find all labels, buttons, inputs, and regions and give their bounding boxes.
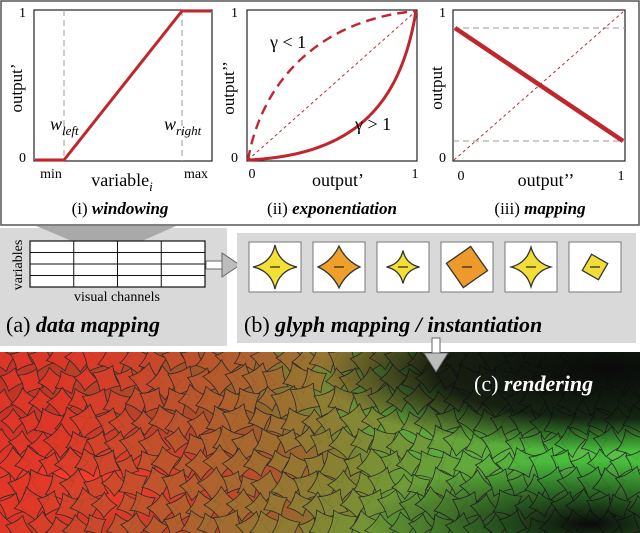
glyph-sample-3 — [376, 241, 430, 293]
rendering-caption: (c) rendering — [474, 371, 593, 396]
glyph-sample-6 — [568, 241, 622, 293]
glyph-sample-2 — [312, 241, 366, 293]
glyph-mapping-caption: (b) glyph mapping / instantiation — [244, 312, 542, 337]
rendering-panel: (c) rendering — [0, 352, 640, 533]
gamma-gt-label: γ > 1 — [354, 114, 391, 134]
gamma-lt-label: γ < 1 — [269, 32, 306, 52]
w-left-label: wleft — [50, 114, 79, 138]
data-mapping-panel: variables visual channels (a) data mappi… — [0, 226, 227, 346]
gamma-lt-1-curve — [246, 9, 417, 161]
w-right-label: wright — [164, 114, 202, 138]
glyph-row — [248, 241, 622, 293]
exponentiation-plot: 1 0 output’’ γ < 1 γ > 1 0 1 output’ (ii… — [219, 6, 419, 218]
glyph-sample-5 — [504, 241, 558, 293]
data-mapping-caption: (a) data mapping — [6, 312, 160, 337]
exponentiation-caption: (ii) exponentiation — [267, 199, 397, 218]
windowing-x-label: variablei — [91, 170, 153, 194]
mapping-x-tick-left: 0 — [458, 169, 465, 184]
windowing-x-tick-max: max — [184, 167, 208, 182]
windowing-y-label: output’ — [7, 63, 26, 112]
exp-y-tick-top: 1 — [231, 6, 238, 21]
visual-channels-label: visual channels — [74, 290, 160, 305]
mapping-x-tick-right: 1 — [618, 169, 625, 184]
mapping-x-label: output’’ — [518, 170, 575, 190]
mapping-caption: (iii) mapping — [494, 199, 586, 218]
windowing-plot: 1 0 output’ wleft wright min max variabl… — [7, 6, 213, 218]
exp-x-label: output’ — [312, 170, 364, 190]
arrow-a-to-b — [205, 252, 241, 278]
mapping-y-tick-top: 1 — [439, 6, 446, 21]
mapping-identity-diagonal — [453, 10, 625, 161]
mapping-y-label: output — [427, 66, 446, 110]
variables-label: variables — [11, 240, 26, 291]
mapping-plot: 1 0 output 0 1 output’’ (iii) mapping — [427, 6, 626, 218]
gamma-gt-1-curve — [247, 10, 418, 162]
mapping-y-tick-bottom: 0 — [439, 151, 446, 166]
windowing-x-tick-min: min — [40, 167, 62, 182]
channel-table — [29, 240, 206, 288]
exp-y-label: output’’ — [219, 61, 238, 115]
glyph-sample-1 — [248, 241, 302, 293]
windowing-curve — [35, 9, 211, 162]
glyph-sample-4 — [440, 241, 494, 293]
exp-y-tick-bottom: 0 — [231, 151, 238, 166]
windowing-caption: (i) windowing — [72, 199, 169, 218]
mapping-line — [453, 26, 625, 143]
glyph-mapping-panel: (b) glyph mapping / instantiation — [237, 233, 636, 343]
identity-diagonal — [247, 10, 417, 161]
windowing-y-tick-bottom: 0 — [19, 151, 26, 166]
exp-x-tick-right: 1 — [412, 167, 419, 182]
exp-x-tick-left: 0 — [249, 167, 256, 182]
arrow-b-to-c — [423, 337, 449, 373]
windowing-y-tick-top: 1 — [19, 6, 26, 21]
